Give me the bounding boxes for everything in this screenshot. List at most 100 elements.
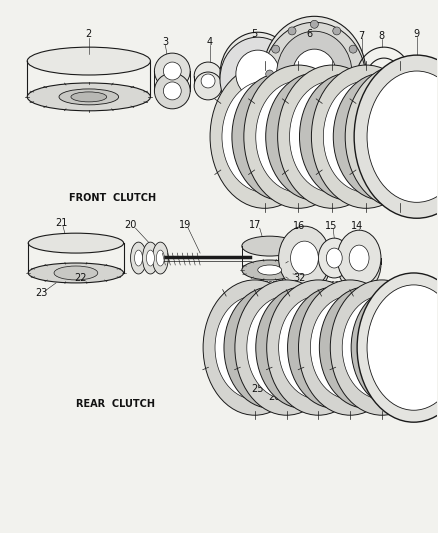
Ellipse shape: [351, 287, 438, 408]
Text: 20: 20: [124, 220, 137, 230]
Ellipse shape: [333, 27, 341, 35]
Ellipse shape: [367, 285, 438, 410]
Ellipse shape: [155, 73, 190, 109]
Ellipse shape: [345, 65, 438, 208]
Ellipse shape: [354, 55, 438, 218]
Ellipse shape: [346, 89, 420, 184]
Ellipse shape: [28, 233, 124, 253]
Ellipse shape: [237, 303, 304, 392]
Ellipse shape: [337, 236, 381, 292]
Text: 19: 19: [179, 220, 191, 230]
Ellipse shape: [312, 89, 386, 184]
Ellipse shape: [236, 50, 279, 98]
Ellipse shape: [318, 238, 350, 278]
Text: 9: 9: [413, 29, 420, 39]
Ellipse shape: [311, 65, 421, 208]
Ellipse shape: [319, 287, 413, 408]
Ellipse shape: [263, 22, 366, 138]
Text: 11: 11: [423, 141, 435, 151]
Text: 5: 5: [252, 29, 258, 39]
Ellipse shape: [210, 65, 319, 208]
Ellipse shape: [232, 73, 331, 200]
Ellipse shape: [194, 72, 222, 100]
Text: 32: 32: [293, 273, 306, 283]
Text: 8: 8: [378, 31, 384, 41]
Ellipse shape: [323, 81, 409, 192]
Ellipse shape: [272, 45, 279, 53]
Text: 26: 26: [268, 392, 281, 402]
Ellipse shape: [300, 303, 368, 392]
Ellipse shape: [337, 230, 381, 286]
Text: 2: 2: [86, 29, 92, 39]
Ellipse shape: [277, 31, 352, 117]
Ellipse shape: [242, 260, 297, 280]
Ellipse shape: [224, 287, 318, 408]
Ellipse shape: [332, 303, 400, 392]
Ellipse shape: [258, 265, 282, 275]
Ellipse shape: [28, 263, 124, 283]
Ellipse shape: [311, 20, 318, 28]
Ellipse shape: [268, 303, 336, 392]
Ellipse shape: [279, 226, 330, 290]
Ellipse shape: [279, 296, 358, 399]
Ellipse shape: [201, 74, 215, 88]
Ellipse shape: [298, 280, 402, 415]
Text: FRONT  CLUTCH: FRONT CLUTCH: [69, 193, 156, 204]
Text: 29: 29: [348, 395, 360, 405]
Text: 14: 14: [351, 221, 363, 231]
Ellipse shape: [203, 280, 307, 415]
Ellipse shape: [59, 89, 119, 105]
Ellipse shape: [300, 73, 399, 200]
Text: 12: 12: [408, 160, 420, 171]
Text: 3: 3: [162, 37, 168, 47]
Text: 27: 27: [285, 397, 298, 407]
Ellipse shape: [288, 287, 381, 408]
Text: 15: 15: [325, 221, 337, 231]
Ellipse shape: [220, 32, 296, 116]
Ellipse shape: [342, 296, 422, 399]
Ellipse shape: [267, 280, 370, 415]
Bar: [348, 68, 376, 76]
Ellipse shape: [156, 250, 164, 266]
Text: 16: 16: [293, 221, 306, 231]
Ellipse shape: [333, 73, 433, 200]
Ellipse shape: [357, 273, 438, 422]
Ellipse shape: [288, 113, 296, 121]
Text: REAR  CLUTCH: REAR CLUTCH: [76, 399, 155, 409]
Ellipse shape: [54, 266, 98, 280]
Ellipse shape: [131, 242, 146, 274]
Text: 28: 28: [303, 399, 316, 409]
Text: 7: 7: [358, 31, 364, 41]
Ellipse shape: [364, 303, 431, 392]
Ellipse shape: [311, 296, 390, 399]
Ellipse shape: [220, 37, 296, 121]
Text: 13: 13: [341, 171, 353, 181]
Ellipse shape: [163, 62, 181, 80]
Ellipse shape: [279, 231, 330, 295]
Ellipse shape: [355, 70, 363, 78]
Ellipse shape: [349, 95, 357, 103]
Ellipse shape: [333, 113, 341, 121]
Ellipse shape: [222, 81, 307, 192]
Ellipse shape: [215, 296, 294, 399]
Ellipse shape: [311, 120, 318, 128]
Ellipse shape: [290, 241, 318, 275]
Ellipse shape: [326, 248, 342, 268]
Text: 6: 6: [306, 29, 312, 39]
Text: 24: 24: [363, 298, 375, 308]
Ellipse shape: [293, 49, 336, 99]
Ellipse shape: [279, 89, 352, 184]
Text: 10: 10: [333, 99, 345, 109]
Ellipse shape: [367, 71, 438, 203]
Ellipse shape: [290, 81, 375, 192]
Ellipse shape: [142, 242, 159, 274]
Ellipse shape: [244, 65, 353, 208]
Ellipse shape: [256, 81, 341, 192]
Text: 30: 30: [368, 399, 380, 409]
Text: 21: 21: [55, 218, 67, 228]
Ellipse shape: [71, 92, 107, 102]
Ellipse shape: [134, 250, 142, 266]
Ellipse shape: [256, 287, 349, 408]
Ellipse shape: [288, 27, 296, 35]
Text: 31: 31: [423, 384, 435, 394]
